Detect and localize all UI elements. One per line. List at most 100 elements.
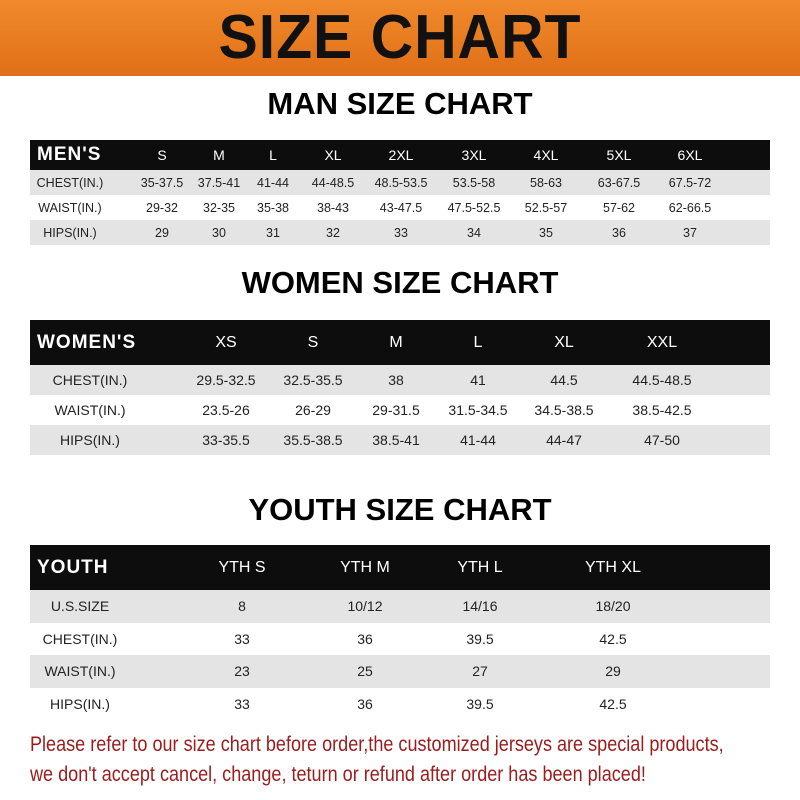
measurement-label: WAIST(IN.) xyxy=(38,200,102,215)
measurement-value: 52.5-57 xyxy=(524,200,568,215)
measurement-label: CHEST(IN.) xyxy=(42,630,118,647)
measurement-value: 41 xyxy=(470,372,486,388)
size-header-cell: YTH L xyxy=(457,558,503,576)
order-notice-line-1: Please refer to our size chart before or… xyxy=(30,733,724,756)
measurement-value: 67.5-72 xyxy=(668,175,712,190)
measurement-value: 41-44 xyxy=(460,432,496,448)
size-header-cell: L xyxy=(473,333,483,351)
measurement-value: 44.5-48.5 xyxy=(632,372,692,388)
measurement-value: 10/12 xyxy=(347,598,383,615)
measurement-value: 33-35.5 xyxy=(202,432,250,448)
table-row: WAIST(IN.) 29-32 32-35 35-38 38-43 43-47.5 47.… xyxy=(30,195,770,220)
size-header-cell: YTH S xyxy=(218,558,266,576)
measurement-value: 31 xyxy=(266,225,280,240)
measurement-value: 35-37.5 xyxy=(140,175,184,190)
measurement-value: 30 xyxy=(212,225,226,240)
table-row: U.S.SIZE 8 10/12 14/16 18/20 xyxy=(30,590,770,623)
measurement-value: 34 xyxy=(467,225,481,240)
measurement-label: CHEST(IN.) xyxy=(52,372,128,388)
table-title-cell: YOUTH xyxy=(37,556,109,578)
table-header-row: YOUTH YTH S YTH M YTH L YTH XL xyxy=(30,545,770,590)
measurement-value: 32 xyxy=(326,225,340,240)
size-header-cell: 6XL xyxy=(677,147,703,163)
size-header-cell: XXL xyxy=(646,333,678,351)
measurement-value: 8 xyxy=(238,598,246,615)
measurement-value: 33 xyxy=(234,695,250,712)
size-header-cell: L xyxy=(269,147,277,163)
measurement-value: 38.5-41 xyxy=(372,432,420,448)
table-row: HIPS(IN.) 29 30 31 32 33 34 35 36 37 xyxy=(30,220,770,245)
youth-section-title: YOUTH SIZE CHART xyxy=(248,492,552,527)
measurement-value: 43-47.5 xyxy=(379,200,423,215)
measurement-value: 39.5 xyxy=(466,630,494,647)
table-row: WAIST(IN.) 23.5-26 26-29 29-31.5 31.5-34.5 34… xyxy=(30,395,770,425)
banner: SIZE CHART xyxy=(0,0,800,76)
measurement-value: 23 xyxy=(234,663,250,680)
table-row: CHEST(IN.) 29.5-32.5 32.5-35.5 38 41 44.5 44.5… xyxy=(30,365,770,395)
size-header-cell: S xyxy=(307,333,319,351)
measurement-value: 36 xyxy=(612,225,626,240)
measurement-value: 32-35 xyxy=(203,200,235,215)
measurement-label: WAIST(IN.) xyxy=(54,402,126,418)
size-header-cell: YTH XL xyxy=(584,558,641,576)
measurement-value: 29 xyxy=(605,663,621,680)
measurement-value: 47.5-52.5 xyxy=(447,200,501,215)
measurement-label: CHEST(IN.) xyxy=(36,175,104,190)
measurement-label: HIPS(IN.) xyxy=(50,695,110,712)
measurement-value: 47-50 xyxy=(644,432,680,448)
measurement-value: 44-47 xyxy=(546,432,582,448)
table-row: HIPS(IN.) 33 36 39.5 42.5 xyxy=(30,687,770,720)
measurement-value: 31.5-34.5 xyxy=(448,402,508,418)
size-header-cell: M xyxy=(389,333,403,351)
measurement-value: 35-38 xyxy=(257,200,289,215)
measurement-value: 29-31.5 xyxy=(372,402,420,418)
measurement-value: 29.5-32.5 xyxy=(196,372,256,388)
size-header-cell: 4XL xyxy=(533,147,559,163)
measurement-value: 58-63 xyxy=(530,175,562,190)
size-header-cell: M xyxy=(213,147,225,163)
table-row: CHEST(IN.) 35-37.5 37.5-41 41-44 44-48.5 48.5… xyxy=(30,170,770,195)
measurement-value: 42.5 xyxy=(599,695,627,712)
order-notice-line-2: we don't accept cancel, change, teturn o… xyxy=(30,763,646,786)
measurement-value: 18/20 xyxy=(595,598,631,615)
table-header-row: WOMEN'S XS S M L XL XXL xyxy=(30,320,770,365)
measurement-value: 36 xyxy=(357,630,373,647)
measurement-value: 62-66.5 xyxy=(668,200,712,215)
table-title-cell: WOMEN'S xyxy=(37,331,137,353)
measurement-value: 37.5-41 xyxy=(197,175,241,190)
measurement-value: 34.5-38.5 xyxy=(534,402,594,418)
table-title-cell: MEN'S xyxy=(37,144,102,165)
size-header-cell: YTH M xyxy=(340,558,390,576)
measurement-value: 63-67.5 xyxy=(597,175,641,190)
measurement-value: 26-29 xyxy=(295,402,331,418)
measurement-value: 41-44 xyxy=(257,175,289,190)
measurement-label: WAIST(IN.) xyxy=(44,663,116,680)
size-header-cell: 5XL xyxy=(606,147,632,163)
size-header-cell: XS xyxy=(215,333,237,351)
measurement-value: 35.5-38.5 xyxy=(283,432,343,448)
measurement-value: 33 xyxy=(234,630,250,647)
size-header-cell: 3XL xyxy=(461,147,487,163)
table-row: WAIST(IN.) 23 25 27 29 xyxy=(30,655,770,688)
measurement-value: 29-32 xyxy=(146,200,178,215)
size-header-cell: 2XL xyxy=(388,147,414,163)
measurement-value: 38 xyxy=(388,372,404,388)
banner-title: SIZE CHART xyxy=(218,3,582,72)
measurement-value: 39.5 xyxy=(466,695,494,712)
measurement-value: 23.5-26 xyxy=(202,402,250,418)
size-header-cell: XL xyxy=(554,333,574,351)
size-header-cell: S xyxy=(157,147,167,163)
measurement-value: 38-43 xyxy=(317,200,349,215)
measurement-value: 27 xyxy=(472,663,488,680)
measurement-value: 25 xyxy=(357,663,373,680)
measurement-value: 53.5-58 xyxy=(452,175,496,190)
measurement-value: 29 xyxy=(155,225,169,240)
measurement-value: 57-62 xyxy=(603,200,635,215)
measurement-value: 38.5-42.5 xyxy=(632,402,692,418)
women-section-title: WOMEN SIZE CHART xyxy=(241,265,559,300)
measurement-value: 44.5 xyxy=(550,372,578,388)
measurement-value: 42.5 xyxy=(599,630,627,647)
measurement-label: HIPS(IN.) xyxy=(60,432,120,448)
measurement-value: 14/16 xyxy=(462,598,498,615)
size-header-cell: XL xyxy=(324,147,342,163)
